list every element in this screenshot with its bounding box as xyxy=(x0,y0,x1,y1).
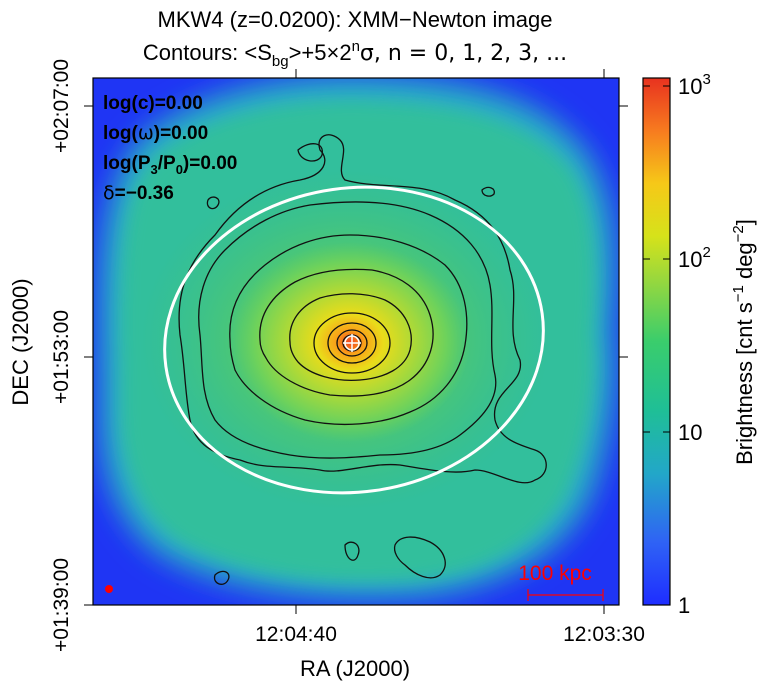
delta-label: δ=−0.36 xyxy=(103,182,174,204)
colorbar-tick-label: 10 xyxy=(678,420,702,445)
colorbar-ticks: 1 10 102 103 xyxy=(643,71,711,618)
colorbar-tick-label: 1 xyxy=(678,593,690,618)
psf-marker xyxy=(105,585,113,593)
y-axis-label: DEC (J2000) xyxy=(8,278,33,405)
chart-title-line2: Contours: <Sbg>+5×2nσ, n = 0, 1, 2, 3, .… xyxy=(143,38,567,70)
contour-n2 xyxy=(229,234,468,426)
x-tick-label: 12:03:30 xyxy=(563,623,645,646)
contour-island xyxy=(481,186,495,197)
fit-parameters: log(c)=0.00 log(ω)=0.00 log(P3/P0)=0.00 … xyxy=(103,93,237,204)
logc-label: log(c)=0.00 xyxy=(103,93,203,114)
contour-island xyxy=(344,541,360,561)
x-axis-label: RA (J2000) xyxy=(300,656,410,681)
colorbar: 1 10 102 103 Brightness [cnt s−1 deg−2] xyxy=(642,71,757,618)
colorbar-gradient xyxy=(643,78,670,605)
logw-label: log(ω)=0.00 xyxy=(103,122,208,144)
colorbar-label: Brightness [cnt s−1 deg−2] xyxy=(730,219,757,465)
scale-bar: 100 kpc xyxy=(518,562,604,601)
logp-label: log(P3/P0)=0.00 xyxy=(103,153,237,177)
colorbar-tick-label: 103 xyxy=(678,71,711,99)
y-tick-label: +01:39:00 xyxy=(50,558,73,652)
contours xyxy=(178,134,547,585)
contour-n4 xyxy=(289,293,412,381)
contour-island xyxy=(297,143,323,162)
scale-bar-label: 100 kpc xyxy=(518,562,592,585)
x-tick-label: 12:04:40 xyxy=(255,623,337,646)
contour-n6 xyxy=(327,322,377,364)
contour-n7 xyxy=(336,329,368,357)
fit-ellipse xyxy=(163,185,545,495)
center-marker xyxy=(343,334,361,352)
contour-n5 xyxy=(313,312,391,374)
cluster-core xyxy=(230,242,470,442)
contour-n3 xyxy=(259,268,434,397)
contour-island xyxy=(206,196,220,210)
contour-island xyxy=(393,536,446,579)
plot-frame xyxy=(92,77,620,606)
contour-n1 xyxy=(198,201,497,459)
contour-n0 xyxy=(178,134,547,484)
colorbar-frame xyxy=(642,77,671,606)
colorbar-tick-label: 102 xyxy=(678,244,711,272)
y-tick-label: +02:07:00 xyxy=(50,59,73,153)
contour-island xyxy=(213,570,230,585)
chart-title-line1: MKW4 (z=0.0200): XMM−Newton image xyxy=(158,7,553,32)
y-tick-label: +01:53:00 xyxy=(50,310,73,404)
axis-ticks xyxy=(84,69,628,614)
